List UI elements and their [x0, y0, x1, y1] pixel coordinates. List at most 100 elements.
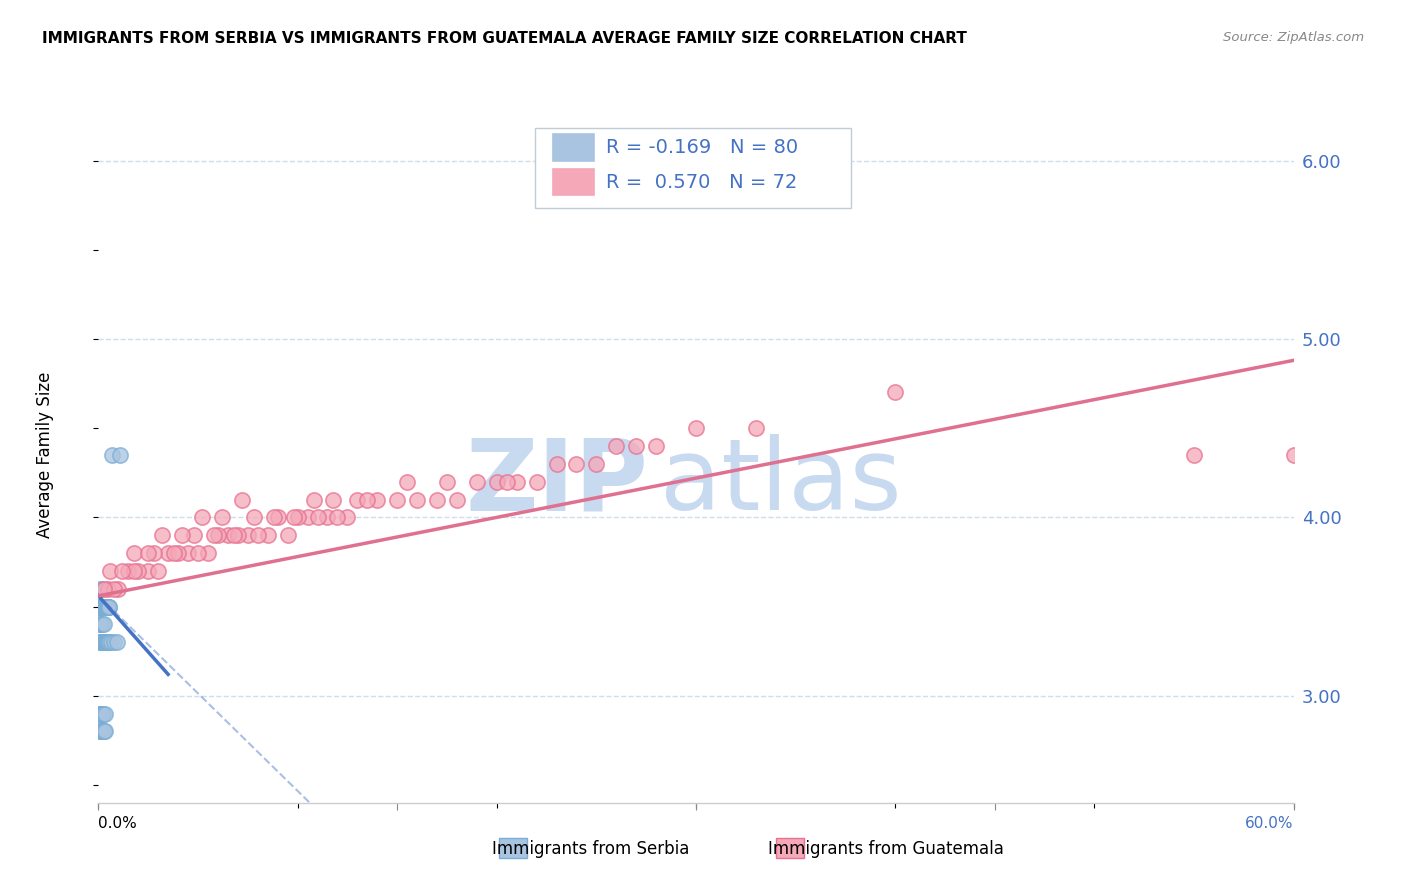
- Point: [148, 564, 170, 578]
- Point: [91, 635, 114, 649]
- Point: [94, 724, 117, 739]
- Point: [243, 510, 266, 524]
- Point: [91, 599, 114, 614]
- Point: [322, 492, 344, 507]
- Point: [526, 475, 548, 489]
- Point: [93, 724, 115, 739]
- Text: 60.0%: 60.0%: [1246, 816, 1294, 831]
- Text: IMMIGRANTS FROM SERBIA VS IMMIGRANTS FROM GUATEMALA AVERAGE FAMILY SIZE CORRELAT: IMMIGRANTS FROM SERBIA VS IMMIGRANTS FRO…: [42, 31, 967, 46]
- Point: [89, 724, 111, 739]
- Point: [297, 510, 319, 524]
- Point: [91, 599, 114, 614]
- Point: [172, 528, 194, 542]
- Point: [93, 635, 115, 649]
- Point: [97, 582, 120, 596]
- Point: [94, 706, 117, 721]
- Point: [177, 546, 200, 560]
- Point: [89, 599, 111, 614]
- Point: [356, 492, 378, 507]
- Point: [90, 599, 112, 614]
- Point: [546, 457, 568, 471]
- Point: [143, 546, 166, 560]
- Point: [645, 439, 668, 453]
- Point: [94, 635, 117, 649]
- Text: ZIP: ZIP: [465, 434, 648, 532]
- Point: [565, 457, 588, 471]
- Point: [93, 599, 115, 614]
- Point: [94, 599, 117, 614]
- Point: [256, 528, 278, 542]
- Point: [98, 564, 122, 578]
- Point: [211, 510, 233, 524]
- Point: [90, 724, 112, 739]
- Point: [96, 599, 118, 614]
- Point: [91, 635, 114, 649]
- Text: R = -0.169   N = 80: R = -0.169 N = 80: [606, 138, 799, 157]
- Point: [406, 492, 429, 507]
- Point: [222, 528, 245, 542]
- Point: [97, 599, 120, 614]
- Point: [336, 510, 359, 524]
- Point: [91, 582, 114, 596]
- Point: [91, 706, 114, 721]
- Point: [89, 635, 111, 649]
- Point: [90, 706, 112, 721]
- Point: [94, 635, 117, 649]
- Point: [90, 599, 112, 614]
- Point: [150, 528, 173, 542]
- FancyBboxPatch shape: [534, 128, 852, 208]
- Point: [90, 599, 112, 614]
- Point: [157, 546, 180, 560]
- Point: [183, 528, 205, 542]
- Point: [89, 617, 111, 632]
- FancyBboxPatch shape: [553, 134, 595, 161]
- Point: [396, 475, 419, 489]
- Point: [217, 528, 239, 542]
- Point: [94, 599, 117, 614]
- Text: 0.0%: 0.0%: [98, 816, 138, 831]
- Text: Immigrants from Serbia: Immigrants from Serbia: [492, 840, 689, 858]
- Point: [110, 448, 132, 462]
- Point: [96, 599, 118, 614]
- Point: [91, 635, 114, 649]
- Point: [97, 635, 120, 649]
- Point: [585, 457, 607, 471]
- Text: Immigrants from Guatemala: Immigrants from Guatemala: [768, 840, 1004, 858]
- Point: [366, 492, 388, 507]
- Point: [96, 599, 118, 614]
- Point: [103, 582, 125, 596]
- Point: [93, 582, 115, 596]
- Point: [89, 635, 111, 649]
- Point: [93, 724, 115, 739]
- Point: [685, 421, 707, 435]
- Point: [87, 706, 110, 721]
- Point: [100, 635, 122, 649]
- Point: [96, 599, 118, 614]
- FancyBboxPatch shape: [499, 838, 527, 858]
- Point: [96, 635, 118, 649]
- Point: [101, 448, 124, 462]
- Point: [346, 492, 368, 507]
- Point: [89, 582, 111, 596]
- Point: [246, 528, 269, 542]
- Point: [287, 510, 309, 524]
- Point: [94, 599, 117, 614]
- Point: [136, 546, 159, 560]
- Point: [884, 385, 907, 400]
- Point: [283, 510, 305, 524]
- Point: [187, 546, 209, 560]
- Point: [91, 599, 114, 614]
- Point: [263, 510, 285, 524]
- Point: [1182, 448, 1205, 462]
- Point: [167, 546, 190, 560]
- Text: Average Family Size: Average Family Size: [35, 372, 53, 538]
- Point: [236, 528, 259, 542]
- Point: [91, 599, 114, 614]
- Point: [89, 599, 111, 614]
- Point: [163, 546, 186, 560]
- Point: [96, 599, 118, 614]
- Point: [485, 475, 508, 489]
- Text: R =  0.570   N = 72: R = 0.570 N = 72: [606, 173, 797, 192]
- Point: [117, 564, 139, 578]
- Point: [93, 635, 115, 649]
